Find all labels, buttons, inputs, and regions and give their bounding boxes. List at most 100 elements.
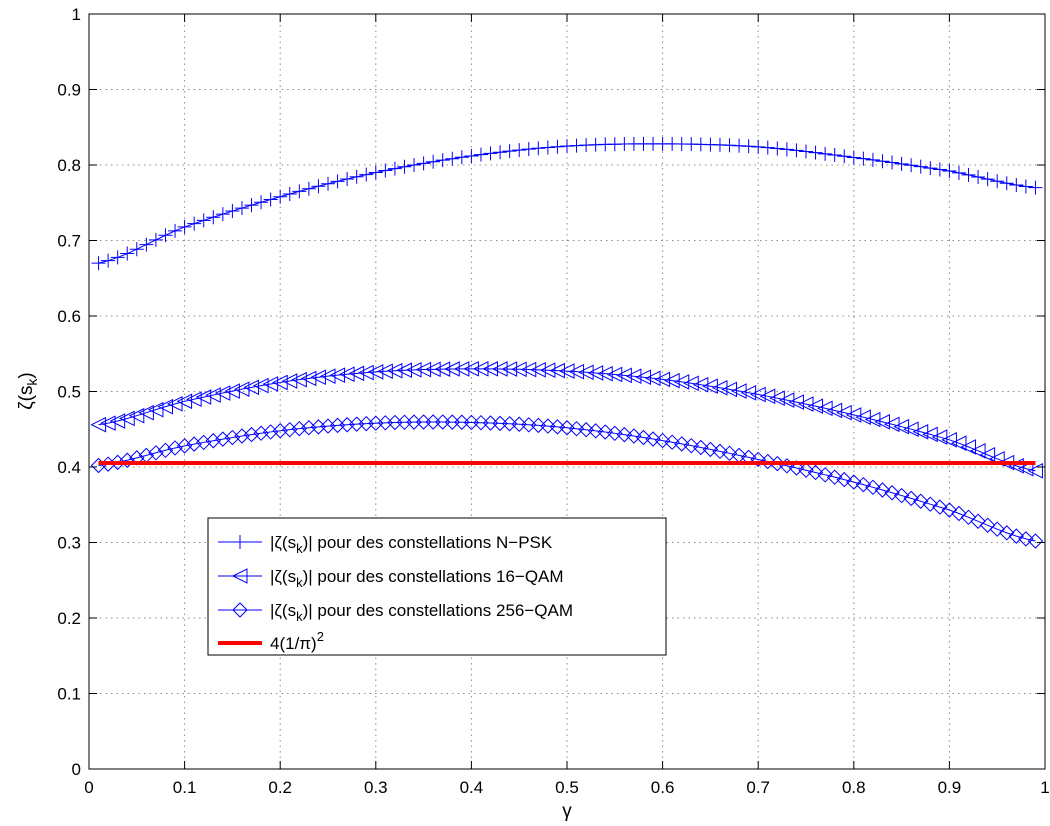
data-point bbox=[568, 363, 585, 380]
data-point bbox=[512, 143, 527, 158]
data-point bbox=[407, 158, 422, 173]
data-point bbox=[817, 467, 833, 483]
data-point bbox=[540, 140, 555, 155]
x-tick-label: 0.9 bbox=[938, 778, 962, 797]
data-point bbox=[836, 471, 852, 488]
data-point bbox=[273, 189, 288, 204]
data-point bbox=[539, 362, 556, 379]
data-point bbox=[971, 169, 986, 184]
legend-label: 4(1/π)2 bbox=[270, 629, 324, 653]
data-point bbox=[463, 361, 479, 377]
y-tick-label: 0.4 bbox=[57, 458, 81, 477]
data-point bbox=[961, 167, 976, 182]
data-point bbox=[206, 210, 221, 225]
data-point bbox=[979, 447, 996, 463]
data-point bbox=[693, 439, 709, 456]
data-point bbox=[683, 375, 699, 392]
x-tick-label: 0 bbox=[84, 778, 93, 797]
data-point bbox=[252, 377, 269, 394]
series-line bbox=[98, 368, 1036, 472]
y-tick-label: 0.2 bbox=[57, 609, 81, 628]
data-point bbox=[712, 443, 728, 460]
data-point bbox=[855, 476, 872, 493]
data-point bbox=[329, 367, 346, 383]
data-point bbox=[664, 372, 680, 389]
data-point bbox=[378, 163, 393, 178]
data-point bbox=[101, 253, 116, 268]
data-point bbox=[187, 216, 202, 231]
data-point bbox=[856, 151, 871, 166]
x-tick-label: 0.6 bbox=[651, 778, 675, 797]
data-point bbox=[702, 378, 718, 395]
data-point bbox=[491, 361, 508, 377]
data-point bbox=[721, 445, 738, 462]
data-point bbox=[472, 361, 489, 377]
data-point bbox=[969, 443, 986, 459]
y-tick-label: 0.6 bbox=[57, 307, 81, 326]
data-point bbox=[779, 142, 794, 157]
data-point bbox=[587, 423, 604, 439]
data-point bbox=[644, 370, 661, 387]
data-point bbox=[932, 499, 948, 515]
data-point bbox=[511, 416, 527, 432]
data-point bbox=[922, 496, 938, 512]
data-point bbox=[367, 364, 384, 380]
legend-label: |ζ(sk)| pour des constellations 16−QAM bbox=[270, 567, 564, 590]
data-point bbox=[397, 159, 412, 174]
data-point bbox=[321, 176, 335, 191]
plot-area bbox=[90, 136, 1044, 549]
data-point bbox=[597, 424, 613, 440]
data-point bbox=[999, 525, 1015, 541]
x-tick-label: 0.7 bbox=[746, 778, 770, 797]
data-point bbox=[176, 438, 193, 454]
data-point bbox=[913, 493, 929, 509]
data-point bbox=[416, 156, 431, 171]
x-tick-label: 0.2 bbox=[268, 778, 292, 797]
x-tick-label: 0.3 bbox=[364, 778, 388, 797]
data-point bbox=[340, 172, 355, 187]
axis-ticks: 0 0.1 0.2 0.3 0.4 0.5 0.6 0.7 0.8 0.9 1 0 0.1 0.2 0.3 0… bbox=[57, 5, 1049, 797]
data-point bbox=[635, 369, 651, 386]
data-point bbox=[282, 187, 297, 202]
data-point bbox=[396, 362, 412, 379]
data-point bbox=[932, 162, 947, 177]
data-point bbox=[425, 361, 441, 378]
data-point bbox=[1008, 528, 1025, 544]
data-point bbox=[444, 361, 460, 377]
data-point bbox=[645, 431, 661, 447]
data-point bbox=[530, 362, 546, 378]
data-point bbox=[923, 161, 938, 176]
data-point bbox=[875, 154, 890, 169]
data-point bbox=[138, 404, 154, 421]
data-point bbox=[186, 436, 202, 452]
data-point bbox=[272, 374, 288, 391]
data-point bbox=[540, 418, 556, 434]
x-tick-label: 1 bbox=[1040, 778, 1049, 797]
data-point bbox=[741, 139, 756, 154]
data-point bbox=[339, 366, 355, 383]
data-point bbox=[587, 365, 604, 381]
data-point bbox=[846, 150, 861, 165]
data-point bbox=[359, 167, 374, 182]
data-point bbox=[386, 362, 403, 379]
data-point bbox=[215, 207, 230, 222]
data-point bbox=[158, 228, 173, 243]
data-point bbox=[426, 154, 441, 169]
data-point bbox=[673, 374, 690, 390]
data-point bbox=[760, 140, 775, 155]
legend-label-text: )| pour des constellations 256−QAM bbox=[303, 601, 573, 620]
y-axis-label-sub: k bbox=[24, 378, 40, 386]
data-point bbox=[377, 363, 393, 380]
data-point bbox=[1027, 462, 1043, 479]
data-point bbox=[951, 165, 966, 180]
data-point bbox=[865, 152, 880, 167]
data-point bbox=[454, 150, 469, 165]
data-point bbox=[893, 487, 910, 504]
data-point bbox=[434, 361, 451, 377]
data-point bbox=[607, 425, 623, 442]
data-point bbox=[960, 439, 977, 455]
data-point bbox=[702, 441, 719, 458]
legend-label-text: |ζ(s bbox=[270, 533, 296, 552]
data-point bbox=[205, 433, 221, 449]
data-point bbox=[559, 420, 575, 436]
